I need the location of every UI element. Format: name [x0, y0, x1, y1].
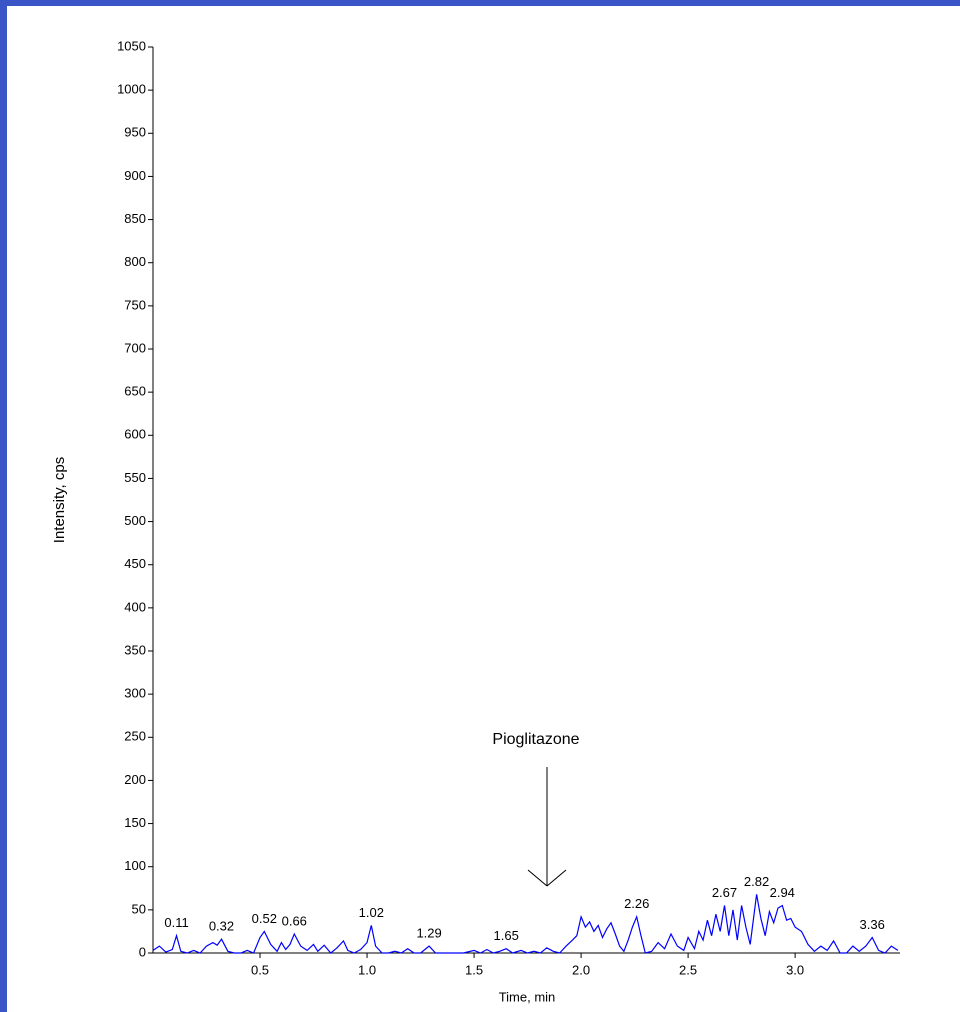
y-tick-label: 250	[124, 729, 146, 744]
peak-label: 2.82	[744, 874, 769, 889]
y-tick-label: 350	[124, 642, 146, 657]
x-tick-label: 2.0	[572, 962, 590, 977]
x-tick-label: 2.5	[679, 962, 697, 977]
y-tick-label: 550	[124, 470, 146, 485]
annotation: Pioglitazone	[492, 731, 579, 748]
y-tick-label: 700	[124, 340, 146, 355]
x-tick-label: 3.0	[786, 962, 804, 977]
y-tick-label: 850	[124, 211, 146, 226]
y-tick-label: 650	[124, 384, 146, 399]
peak-label: 0.66	[282, 913, 307, 928]
y-tick-label: 150	[124, 815, 146, 830]
peak-label: 1.29	[416, 926, 441, 941]
y-tick-label: 1050	[117, 38, 146, 53]
y-tick-label: 100	[124, 858, 146, 873]
y-tick-label: 200	[124, 772, 146, 787]
y-tick-label: 450	[124, 556, 146, 571]
peak-label: 3.36	[860, 917, 885, 932]
y-tick-label: 300	[124, 686, 146, 701]
y-tick-label: 1000	[117, 82, 146, 97]
peak-label: 0.32	[209, 919, 234, 934]
y-tick-label: 0	[139, 944, 146, 959]
y-tick-label: 600	[124, 427, 146, 442]
peak-label: 2.94	[770, 885, 795, 900]
x-axis-label: Time, min	[499, 989, 556, 1004]
y-tick-label: 750	[124, 297, 146, 312]
y-tick-label: 50	[132, 901, 146, 916]
y-axis-label: Intensity, cps	[51, 457, 68, 543]
y-tick-label: 950	[124, 125, 146, 140]
window-frame-left	[0, 0, 7, 1012]
y-tick-label: 800	[124, 254, 146, 269]
peak-label: 2.26	[624, 896, 649, 911]
peak-label: 0.52	[252, 911, 277, 926]
peak-label: 1.65	[494, 928, 519, 943]
peak-label: 0.11	[164, 915, 188, 930]
trace	[152, 894, 899, 954]
peak-label: 2.67	[712, 885, 737, 900]
y-tick-label: 400	[124, 599, 146, 614]
window-frame-top	[0, 0, 960, 6]
arrow	[527, 767, 567, 887]
y-tick-label: 500	[124, 513, 146, 528]
peak-label: 1.02	[359, 905, 384, 920]
x-tick-label: 0.5	[251, 962, 269, 977]
y-tick-label: 900	[124, 168, 146, 183]
x-tick-label: 1.0	[358, 962, 376, 977]
x-tick-label: 1.5	[465, 962, 483, 977]
